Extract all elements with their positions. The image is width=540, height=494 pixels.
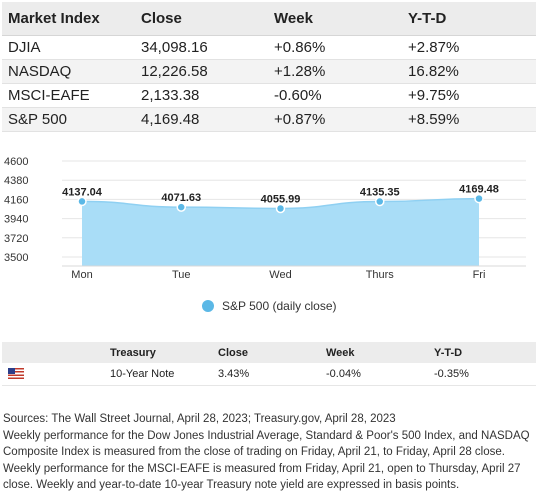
data-point — [474, 193, 484, 204]
market-index-table: Market Index Close Week Y-T-D DJIA 34,09… — [2, 2, 536, 132]
chart-points-layer — [77, 193, 484, 214]
index-name: S&P 500 — [2, 107, 135, 132]
column-header: Y-T-D — [402, 2, 536, 36]
data-label: 4055.99 — [261, 193, 301, 205]
treasury-close: 3.43% — [214, 363, 322, 386]
data-label: 4071.63 — [161, 192, 201, 204]
sp500-area-chart: 4600 4380 4160 3940 3720 3500 4137.04 Mon 4071.… — [4, 156, 526, 281]
flag-cell — [2, 363, 106, 386]
y-tick-label: 3500 — [4, 252, 28, 264]
methodology-note: Weekly performance for the Dow Jones Ind… — [3, 429, 530, 492]
index-name: DJIA — [2, 35, 135, 60]
data-point — [176, 202, 186, 212]
data-point — [275, 203, 286, 214]
table-row: MSCI-EAFE 2,133.38 -0.60% +9.75% — [2, 83, 536, 108]
x-tick-label: Mon — [71, 269, 92, 281]
table-header-row: Market Index Close Week Y-T-D — [2, 2, 536, 36]
data-point — [375, 196, 385, 207]
table-row: S&P 500 4,169.48 +0.87% +8.59% — [2, 107, 536, 132]
index-close: 4,169.48 — [135, 107, 268, 132]
table-row: 10-Year Note 3.43% -0.04% -0.35% — [2, 363, 536, 386]
chart-legend: S&P 500 (daily close) — [202, 299, 337, 313]
treasury-table: Treasury Close Week Y-T-D 10-Year Note 3… — [2, 342, 536, 386]
column-header: Market Index — [2, 2, 135, 36]
y-tick-label: 4160 — [4, 194, 28, 206]
index-close: 34,098.16 — [135, 35, 268, 60]
index-week: +0.86% — [268, 35, 402, 60]
data-label: 4135.35 — [360, 187, 400, 199]
column-header: Close — [135, 2, 268, 36]
x-tick-label: Thurs — [366, 269, 395, 281]
y-tick-label: 3940 — [4, 214, 28, 226]
table-row: DJIA 34,098.16 +0.86% +2.87% — [2, 35, 536, 60]
treasury-name: 10-Year Note — [106, 363, 214, 386]
column-header: Y-T-D — [430, 342, 536, 363]
index-close: 12,226.58 — [135, 59, 268, 84]
column-header — [2, 342, 106, 363]
y-tick-label: 4380 — [4, 175, 28, 187]
chart-labels-layer: 4137.04 Mon 4071.63 Tue 4055.99 Wed 4135.35 Thu… — [62, 184, 499, 281]
legend-marker — [202, 300, 214, 312]
treasury-week: -0.04% — [322, 363, 430, 386]
table-row: NASDAQ 12,226.58 +1.28% 16.82% — [2, 59, 536, 84]
legend-label: S&P 500 (daily close) — [222, 299, 337, 313]
column-header: Treasury — [106, 342, 214, 363]
index-week: +0.87% — [268, 107, 402, 132]
data-label: 4137.04 — [62, 186, 103, 198]
index-ytd: +2.87% — [402, 35, 536, 60]
x-tick-label: Fri — [473, 269, 486, 281]
chart-area-layer — [62, 197, 526, 267]
index-week: -0.60% — [268, 83, 402, 108]
table-header-row: Treasury Close Week Y-T-D — [2, 342, 536, 363]
index-ytd: +9.75% — [402, 83, 536, 108]
index-ytd: 16.82% — [402, 59, 536, 84]
x-tick-label: Wed — [269, 269, 291, 281]
index-name: MSCI-EAFE — [2, 83, 135, 108]
treasury-ytd: -0.35% — [430, 363, 536, 386]
index-close: 2,133.38 — [135, 83, 268, 108]
us-flag-icon — [8, 368, 24, 380]
index-name: NASDAQ — [2, 59, 135, 84]
sources-note: Sources: The Wall Street Journal, April … — [3, 413, 396, 425]
y-tick-label: 3720 — [4, 233, 28, 245]
y-tick-label: 4600 — [4, 156, 28, 168]
column-header: Close — [214, 342, 322, 363]
x-tick-label: Tue — [172, 269, 191, 281]
area-fill — [82, 198, 479, 266]
column-header: Week — [268, 2, 402, 36]
footnotes: Sources: The Wall Street Journal, April … — [3, 411, 537, 494]
column-header: Week — [322, 342, 430, 363]
data-point — [77, 196, 87, 207]
index-ytd: +8.59% — [402, 107, 536, 132]
data-label: 4169.48 — [459, 184, 499, 196]
index-week: +1.28% — [268, 59, 402, 84]
